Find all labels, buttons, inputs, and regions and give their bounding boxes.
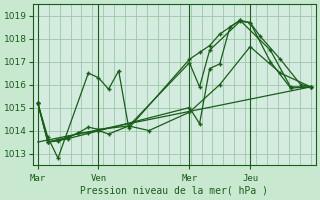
X-axis label: Pression niveau de la mer( hPa ): Pression niveau de la mer( hPa ) [80,186,268,196]
